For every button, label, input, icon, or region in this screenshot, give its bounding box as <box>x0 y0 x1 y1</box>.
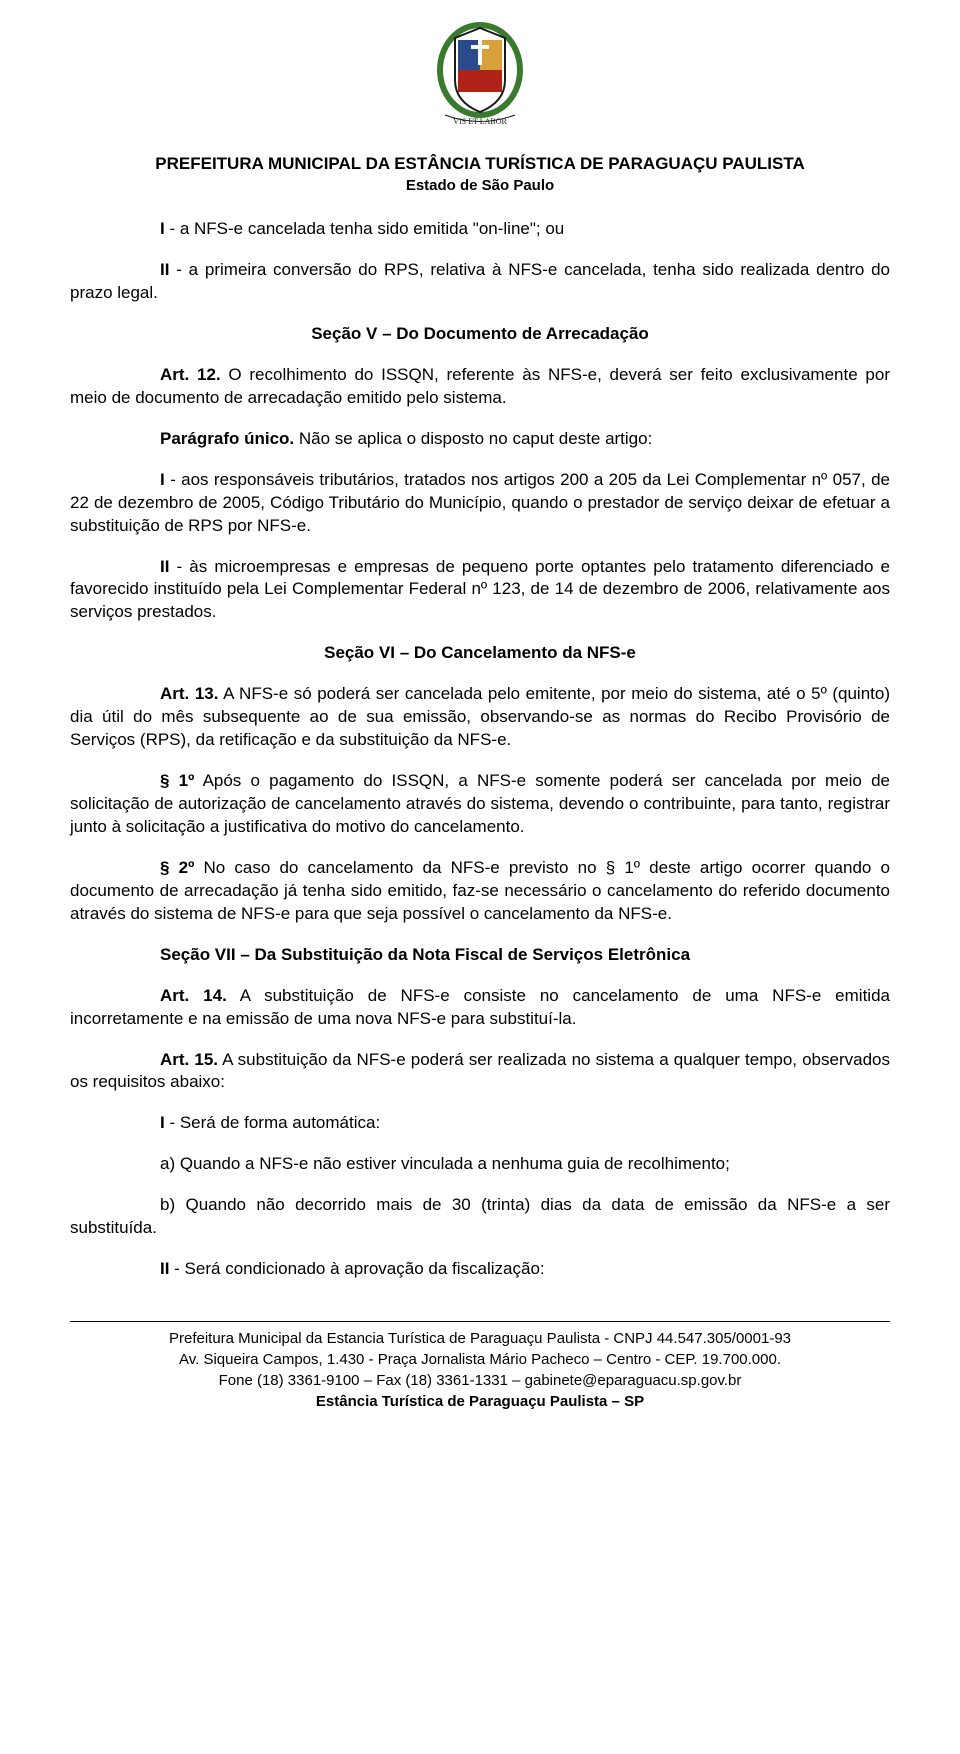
article-13: Art. 13. A NFS-e só poderá ser cancelada… <box>70 683 890 752</box>
item-text: b) Quando não decorrido mais de 30 (trin… <box>70 1195 890 1237</box>
article-lead: Art. 12. <box>160 365 221 384</box>
article-12: Art. 12. O recolhimento do ISSQN, refere… <box>70 364 890 410</box>
item-a: a) Quando a NFS-e não estiver vinculada … <box>70 1153 890 1176</box>
municipal-crest-icon: VIS ET LABOR <box>70 20 890 147</box>
header-subtitle: Estado de São Paulo <box>70 176 890 196</box>
section-vii-title: Seção VII – Da Substituição da Nota Fisc… <box>70 944 890 967</box>
clause-text: - Será condicionado à aprovação da fisca… <box>169 1259 544 1278</box>
article-lead: Art. 15. <box>160 1050 218 1069</box>
clause-text: - aos responsáveis tributários, tratados… <box>70 470 890 535</box>
article-14: Art. 14. A substituição de NFS-e consist… <box>70 985 890 1031</box>
section-vi-title: Seção VI – Do Cancelamento da NFS-e <box>70 642 890 665</box>
clause-lead: § 1º <box>160 771 194 790</box>
paragrafo-unico: Parágrafo único. Não se aplica o dispost… <box>70 428 890 451</box>
footer-line-4: Estância Turística de Paraguaçu Paulista… <box>70 1391 890 1412</box>
footer-line-1: Prefeitura Municipal da Estancia Turísti… <box>70 1328 890 1349</box>
header-title: PREFEITURA MUNICIPAL DA ESTÂNCIA TURÍSTI… <box>70 153 890 176</box>
clause-text: - a primeira conversão do RPS, relativa … <box>70 260 890 302</box>
crest-motto: VIS ET LABOR <box>453 117 507 126</box>
clause-ii-microempresas: II - às microempresas e empresas de pequ… <box>70 556 890 625</box>
clause-text: - às microempresas e empresas de pequeno… <box>70 557 890 622</box>
clause-i-automatica: I - Será de forma automática: <box>70 1112 890 1135</box>
section-v-title: Seção V – Do Documento de Arrecadação <box>70 323 890 346</box>
paragraph-1: § 1º Após o pagamento do ISSQN, a NFS-e … <box>70 770 890 839</box>
item-b: b) Quando não decorrido mais de 30 (trin… <box>70 1194 890 1240</box>
clause-text: - Será de forma automática: <box>165 1113 380 1132</box>
document-page: VIS ET LABOR PREFEITURA MUNICIPAL DA EST… <box>0 0 960 1432</box>
clause-lead: Parágrafo único. <box>160 429 294 448</box>
paragraph-2: § 2º No caso do cancelamento da NFS-e pr… <box>70 857 890 926</box>
clause-text: - a NFS-e cancelada tenha sido emitida "… <box>165 219 565 238</box>
footer-line-2: Av. Siqueira Campos, 1.430 - Praça Jorna… <box>70 1349 890 1370</box>
page-footer: Prefeitura Municipal da Estancia Turísti… <box>70 1321 890 1412</box>
article-lead: Art. 14. <box>160 986 227 1005</box>
clause-lead: § 2º <box>160 858 194 877</box>
footer-line-3: Fone (18) 3361-9100 – Fax (18) 3361-1331… <box>70 1370 890 1391</box>
clause-i: I - a NFS-e cancelada tenha sido emitida… <box>70 218 890 241</box>
article-lead: Art. 13. <box>160 684 218 703</box>
clause-ii-condicionado: II - Será condicionado à aprovação da fi… <box>70 1258 890 1281</box>
clause-i-responsaveis: I - aos responsáveis tributários, tratad… <box>70 469 890 538</box>
clause-text: Não se aplica o disposto no caput deste … <box>294 429 652 448</box>
article-15: Art. 15. A substituição da NFS-e poderá … <box>70 1049 890 1095</box>
clause-ii: II - a primeira conversão do RPS, relati… <box>70 259 890 305</box>
